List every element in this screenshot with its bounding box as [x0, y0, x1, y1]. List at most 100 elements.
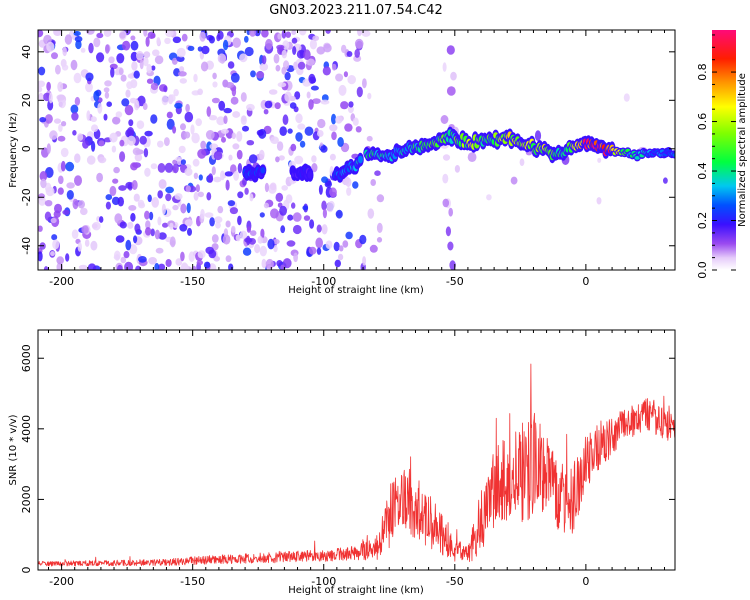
spectrogram-noise-blob: [309, 219, 315, 229]
spectrogram-noise-blob: [158, 263, 166, 270]
spectrogram-noise-blob: [96, 32, 104, 39]
spectrogram-noise-blob: [114, 213, 123, 224]
spectrogram-noise-blob: [77, 242, 83, 252]
spectrogram-noise-blob: [205, 130, 215, 140]
spectrogram-noise-blob: [295, 113, 303, 124]
spectrogram-noise-blob: [232, 37, 241, 48]
spectrogram-noise-blob: [115, 253, 120, 260]
spectrogram-noise-blob: [331, 63, 337, 71]
spectrogram-noise-blob: [97, 156, 107, 164]
spectrogram-noise-blob: [246, 226, 251, 233]
spectrogram-noise-blob: [231, 225, 236, 233]
spectrogram-noise-blob: [209, 217, 215, 227]
spectrogram-noise-blob: [329, 187, 337, 198]
spectrogram-noise-blob: [217, 205, 224, 214]
spectrogram-noise-blob: [144, 210, 150, 220]
snr-line: [38, 363, 675, 567]
spectrogram-noise-blob: [311, 155, 317, 163]
spectrogram-noise-blob: [138, 256, 147, 263]
spectrogram-noise-blob: [510, 176, 518, 185]
spectrogram-noise-blob: [66, 190, 74, 200]
spectrogram-noise-blob: [206, 106, 212, 117]
spectrogram-noise-blob: [57, 187, 64, 195]
spectrogram-noise-blob: [118, 185, 127, 191]
spectrogram-noise-blob: [276, 141, 284, 152]
spectrogram-noise-blob: [150, 163, 158, 170]
spectrogram-ridge: [242, 126, 675, 183]
spectrogram-noise-blob: [88, 42, 94, 54]
spectrogram-noise-blob: [235, 234, 241, 242]
spectrogram-noise-blob: [104, 80, 112, 87]
spectrogram-noise-blob: [172, 36, 182, 44]
spectrogram-noise-blob: [105, 201, 111, 210]
spectrogram-noise-blob: [57, 135, 66, 142]
colorbar-tick-label: 0.8: [696, 63, 709, 81]
spectrogram-noise-blob: [236, 131, 243, 142]
spectrogram-noise-blob: [308, 246, 317, 255]
spectrogram-noise-blob: [335, 73, 344, 82]
spectrogram-noise-blob: [356, 86, 363, 98]
x-tick-label: -50: [446, 275, 464, 288]
spectrogram-noise-blob: [180, 251, 185, 262]
spectrogram-noise-blob: [55, 64, 61, 75]
spectrogram-noise-blob: [49, 130, 58, 140]
spectrogram-noise-blob: [279, 205, 287, 216]
spectrogram-noise-blob: [281, 185, 289, 191]
spectrogram-noise-blob: [208, 173, 214, 183]
spectrogram-noise-blob: [184, 131, 191, 139]
spectrogram-noise-blob: [211, 97, 220, 104]
spectrogram-noise-blob: [242, 247, 252, 256]
spectrogram-noise-blob: [145, 36, 150, 47]
spectrogram-noise-blob: [343, 71, 348, 78]
spectrogram-noise-blob: [80, 47, 86, 53]
spectrogram-noise-blob: [116, 53, 125, 64]
spectrogram-noise-blob: [231, 87, 237, 97]
spectrogram-noise-blob: [275, 64, 281, 72]
spectrogram-noise-blob: [143, 30, 148, 37]
spectrogram-noise-blob: [367, 208, 375, 219]
spectrogram-noise-blob: [53, 118, 62, 124]
spectrogram-noise-blob: [93, 90, 100, 102]
spectrogram-noise-blob: [663, 177, 668, 184]
spectrogram-noise-blob: [333, 241, 340, 252]
spectrogram-noise-blob: [289, 102, 297, 109]
spectrogram-noise-blob: [62, 46, 67, 57]
spectrogram-noise-blob: [143, 148, 149, 158]
spectrogram-noise-blob: [71, 229, 79, 239]
spectrogram-noise-blob: [287, 128, 293, 134]
spectrogram-noise-blob: [149, 211, 154, 221]
spectrogram-noise-blob: [57, 81, 64, 93]
ridge-core: [307, 171, 313, 179]
spectrogram-noise-blob: [268, 89, 278, 95]
spectrogram-noise-blob: [315, 237, 324, 249]
spectrogram-noise-blob: [206, 192, 212, 201]
spectrogram-noise-blob: [273, 245, 278, 253]
spectrogram-noise-blob: [172, 163, 179, 174]
spectrogram-noise-blob: [335, 209, 343, 219]
spectrogram-noise-blob: [192, 158, 200, 167]
spectrogram-noise-blob: [249, 30, 257, 37]
spectrogram-noise-blob: [77, 133, 84, 141]
spectrogram-noise-blob: [306, 58, 315, 66]
spectrogram-noise-blob: [260, 228, 265, 239]
spectrogram-noise-blob: [180, 263, 189, 270]
spectrogram-noise-blob: [145, 220, 151, 230]
spectrogram-noise-blob: [74, 36, 83, 43]
spectrogram-noise-blob: [184, 167, 193, 176]
y-tick-label: 0: [20, 145, 33, 152]
spectrogram-noise-blob: [152, 49, 160, 57]
spectrogram-noise-blob: [195, 118, 202, 127]
spectrogram-noise-blob: [335, 115, 343, 124]
spectrogram-noise-blob: [154, 229, 160, 240]
spectrogram-noise-blob: [281, 49, 287, 59]
spectrogram-noise-blob: [331, 131, 337, 141]
spectrogram-noise-blob: [198, 174, 203, 181]
spectrogram-noise-blob: [112, 178, 119, 184]
spectrogram-noise-blob: [317, 130, 324, 137]
spectrogram-noise-blob: [232, 111, 241, 118]
spectrogram-noise-blob: [446, 45, 455, 55]
spectrogram-noise-blob: [61, 64, 69, 71]
spectrogram-noise-blob: [106, 101, 112, 107]
spectrogram-noise-blob: [246, 140, 255, 146]
